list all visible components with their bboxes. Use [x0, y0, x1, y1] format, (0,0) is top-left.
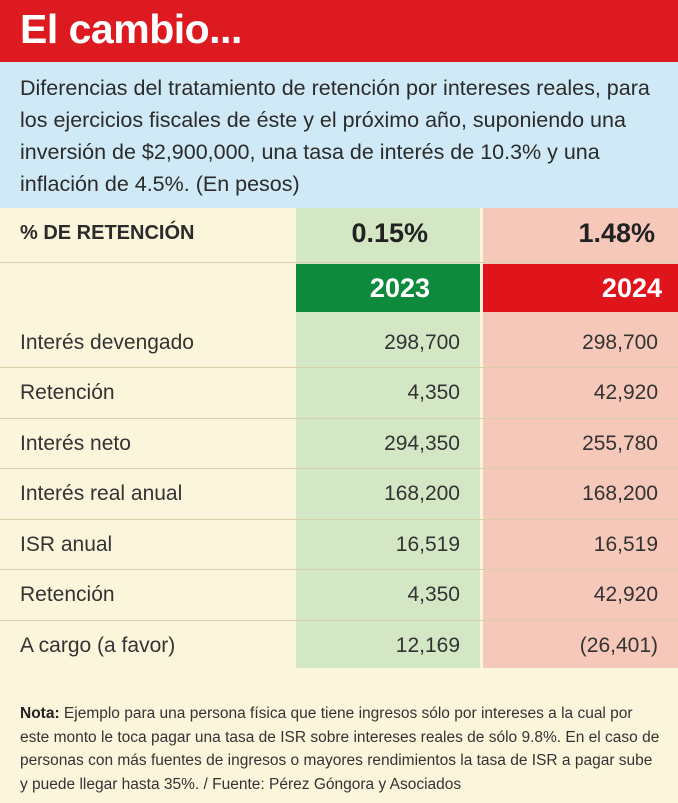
retention-pct-2024: 1.48% — [578, 218, 655, 248]
table-row: Retención 4,350 42,920 — [0, 367, 678, 418]
footnote: Nota: Ejemplo para una persona física qu… — [20, 702, 660, 796]
divider — [0, 519, 678, 520]
row-value-2023: 12,169 — [395, 634, 460, 657]
row-value-2024: (26,401) — [579, 634, 658, 657]
row-value-2023: 4,350 — [407, 583, 460, 606]
row-label: ISR anual — [20, 533, 113, 556]
row-label: Interés devengado — [20, 331, 194, 354]
row-value-2023: 298,700 — [384, 331, 460, 354]
year-label-2024: 2024 — [601, 273, 662, 303]
intro-box: Diferencias del tratamiento de retención… — [0, 62, 678, 208]
title-bar: El cambio... — [0, 0, 678, 62]
year-header-2023: 2023 — [296, 264, 480, 312]
divider — [0, 620, 678, 621]
intro-text: Diferencias del tratamiento de retención… — [20, 76, 650, 196]
row-label: Interés neto — [20, 432, 131, 455]
row-label: Retención — [20, 381, 115, 404]
row-value-2024: 42,920 — [593, 381, 658, 404]
row-value-2023: 168,200 — [384, 482, 460, 505]
row-value-2024: 255,780 — [582, 432, 658, 455]
divider — [0, 468, 678, 469]
table-row: A cargo (a favor) 12,169 (26,401) — [0, 620, 678, 671]
table-row: Interés neto 294,350 255,780 — [0, 418, 678, 469]
footnote-text: Ejemplo para una persona física que tien… — [20, 705, 660, 793]
page-title: El cambio... — [20, 6, 242, 52]
table-row: ISR anual 16,519 16,519 — [0, 519, 678, 570]
row-value-2023: 4,350 — [407, 381, 460, 404]
row-value-2024: 16,519 — [593, 533, 658, 556]
row-label: Interés real anual — [20, 482, 183, 505]
table-row: Interés devengado 298,700 298,700 — [0, 317, 678, 368]
table-row: Retención 4,350 42,920 — [0, 569, 678, 620]
divider — [0, 367, 678, 368]
divider — [0, 569, 678, 570]
row-value-2024: 42,920 — [593, 583, 658, 606]
row-value-2023: 294,350 — [384, 432, 460, 455]
row-value-2024: 298,700 — [582, 331, 658, 354]
year-label-2023: 2023 — [369, 273, 430, 303]
divider — [0, 418, 678, 419]
retention-header-label: % DE RETENCIÓN — [20, 222, 195, 244]
year-header-2024: 2024 — [483, 264, 678, 312]
footnote-label: Nota: — [20, 705, 60, 722]
row-label: A cargo (a favor) — [20, 634, 176, 657]
table-row: Interés real anual 168,200 168,200 — [0, 468, 678, 519]
divider — [0, 262, 678, 263]
row-label: Retención — [20, 583, 115, 606]
row-value-2023: 16,519 — [395, 533, 460, 556]
retention-pct-2023: 0.15% — [351, 218, 428, 248]
row-value-2024: 168,200 — [582, 482, 658, 505]
